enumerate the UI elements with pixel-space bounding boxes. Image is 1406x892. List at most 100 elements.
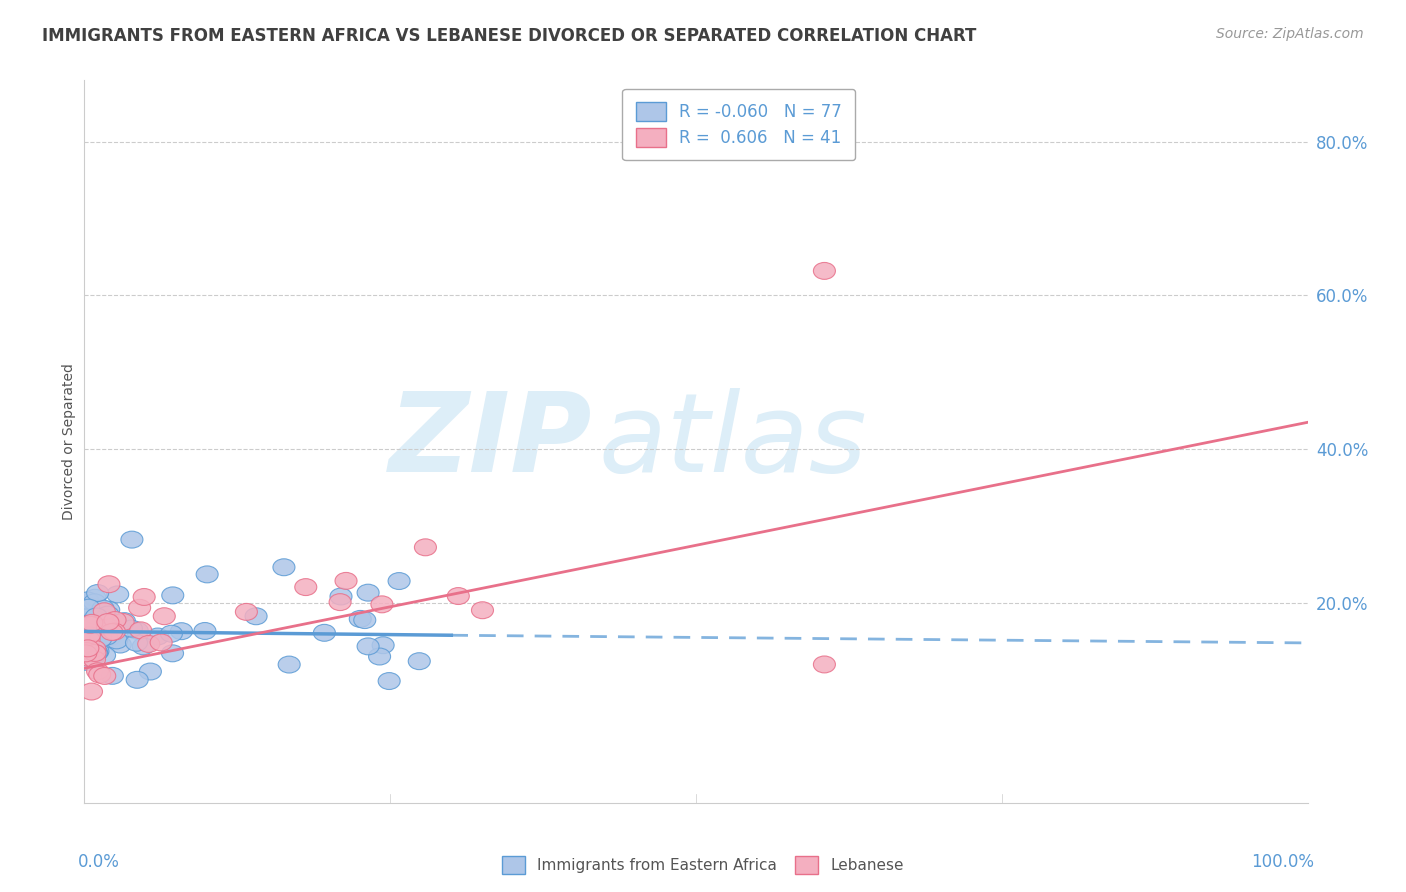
Ellipse shape <box>330 588 352 605</box>
Ellipse shape <box>90 615 111 632</box>
Ellipse shape <box>160 625 183 642</box>
Ellipse shape <box>447 588 470 605</box>
Ellipse shape <box>83 636 105 652</box>
Ellipse shape <box>89 624 111 640</box>
Ellipse shape <box>357 584 380 601</box>
Ellipse shape <box>76 642 98 659</box>
Ellipse shape <box>86 620 107 637</box>
Ellipse shape <box>153 607 176 624</box>
Ellipse shape <box>84 640 105 657</box>
Ellipse shape <box>129 622 152 639</box>
Ellipse shape <box>114 613 135 630</box>
Ellipse shape <box>235 603 257 620</box>
Ellipse shape <box>121 620 142 637</box>
Ellipse shape <box>104 612 127 629</box>
Ellipse shape <box>127 672 148 689</box>
Y-axis label: Divorced or Separated: Divorced or Separated <box>62 363 76 520</box>
Ellipse shape <box>103 614 125 631</box>
Ellipse shape <box>194 623 217 640</box>
Ellipse shape <box>101 624 122 640</box>
Ellipse shape <box>162 645 184 662</box>
Ellipse shape <box>83 594 105 611</box>
Ellipse shape <box>91 609 112 626</box>
Ellipse shape <box>107 586 129 603</box>
Ellipse shape <box>814 262 835 279</box>
Ellipse shape <box>87 610 110 627</box>
Ellipse shape <box>75 632 97 648</box>
Ellipse shape <box>75 626 97 643</box>
Ellipse shape <box>82 617 104 634</box>
Ellipse shape <box>408 653 430 670</box>
Ellipse shape <box>79 627 100 644</box>
Ellipse shape <box>378 673 401 690</box>
Ellipse shape <box>354 612 375 629</box>
Ellipse shape <box>138 635 160 652</box>
Ellipse shape <box>112 614 134 631</box>
Ellipse shape <box>104 616 127 633</box>
Ellipse shape <box>388 573 411 590</box>
Ellipse shape <box>79 629 100 646</box>
Ellipse shape <box>77 599 100 616</box>
Ellipse shape <box>197 566 218 582</box>
Ellipse shape <box>84 645 105 661</box>
Legend: R = -0.060   N = 77, R =  0.606   N = 41: R = -0.060 N = 77, R = 0.606 N = 41 <box>623 88 855 161</box>
Ellipse shape <box>86 645 107 662</box>
Ellipse shape <box>87 663 108 680</box>
Ellipse shape <box>373 637 394 654</box>
Ellipse shape <box>80 643 103 660</box>
Ellipse shape <box>98 575 120 592</box>
Ellipse shape <box>75 645 97 662</box>
Ellipse shape <box>415 539 436 556</box>
Ellipse shape <box>471 602 494 619</box>
Ellipse shape <box>80 598 103 615</box>
Ellipse shape <box>139 663 162 680</box>
Legend: Immigrants from Eastern Africa, Lebanese: Immigrants from Eastern Africa, Lebanese <box>496 850 910 880</box>
Ellipse shape <box>83 648 105 665</box>
Ellipse shape <box>86 644 108 661</box>
Ellipse shape <box>121 531 143 548</box>
Ellipse shape <box>146 628 169 645</box>
Ellipse shape <box>84 590 105 607</box>
Ellipse shape <box>89 606 111 623</box>
Ellipse shape <box>329 594 352 610</box>
Ellipse shape <box>79 616 101 633</box>
Ellipse shape <box>97 614 120 631</box>
Ellipse shape <box>162 587 184 604</box>
Ellipse shape <box>134 589 155 606</box>
Ellipse shape <box>79 608 101 625</box>
Ellipse shape <box>94 667 115 684</box>
Ellipse shape <box>314 624 336 641</box>
Ellipse shape <box>87 642 108 659</box>
Ellipse shape <box>94 647 115 664</box>
Ellipse shape <box>87 584 108 601</box>
Ellipse shape <box>128 599 150 616</box>
Ellipse shape <box>76 592 98 609</box>
Ellipse shape <box>357 638 380 655</box>
Ellipse shape <box>295 579 316 596</box>
Ellipse shape <box>87 624 110 640</box>
Ellipse shape <box>349 610 371 627</box>
Text: 100.0%: 100.0% <box>1251 854 1313 871</box>
Ellipse shape <box>86 608 107 625</box>
Ellipse shape <box>127 623 148 640</box>
Ellipse shape <box>245 607 267 624</box>
Ellipse shape <box>80 632 103 648</box>
Ellipse shape <box>77 640 98 657</box>
Ellipse shape <box>104 624 125 640</box>
Ellipse shape <box>80 683 103 700</box>
Ellipse shape <box>87 644 108 660</box>
Ellipse shape <box>90 631 111 648</box>
Ellipse shape <box>89 609 110 626</box>
Text: 0.0%: 0.0% <box>79 854 120 871</box>
Ellipse shape <box>98 629 121 646</box>
Ellipse shape <box>170 623 193 640</box>
Ellipse shape <box>83 610 105 627</box>
Ellipse shape <box>90 619 112 636</box>
Ellipse shape <box>273 558 295 575</box>
Ellipse shape <box>75 654 97 670</box>
Ellipse shape <box>335 573 357 590</box>
Ellipse shape <box>80 615 103 632</box>
Ellipse shape <box>278 657 299 673</box>
Ellipse shape <box>97 618 118 635</box>
Ellipse shape <box>96 628 118 645</box>
